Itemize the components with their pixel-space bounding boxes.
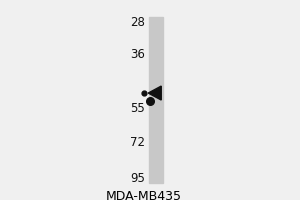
Text: MDA-MB435: MDA-MB435 (106, 190, 182, 200)
Bar (149, 17, 163, 183)
Text: 55: 55 (130, 102, 145, 115)
Polygon shape (148, 86, 161, 100)
Text: 28: 28 (130, 16, 145, 28)
Text: 36: 36 (130, 48, 145, 61)
Text: 95: 95 (130, 171, 145, 184)
Text: 72: 72 (130, 136, 145, 149)
